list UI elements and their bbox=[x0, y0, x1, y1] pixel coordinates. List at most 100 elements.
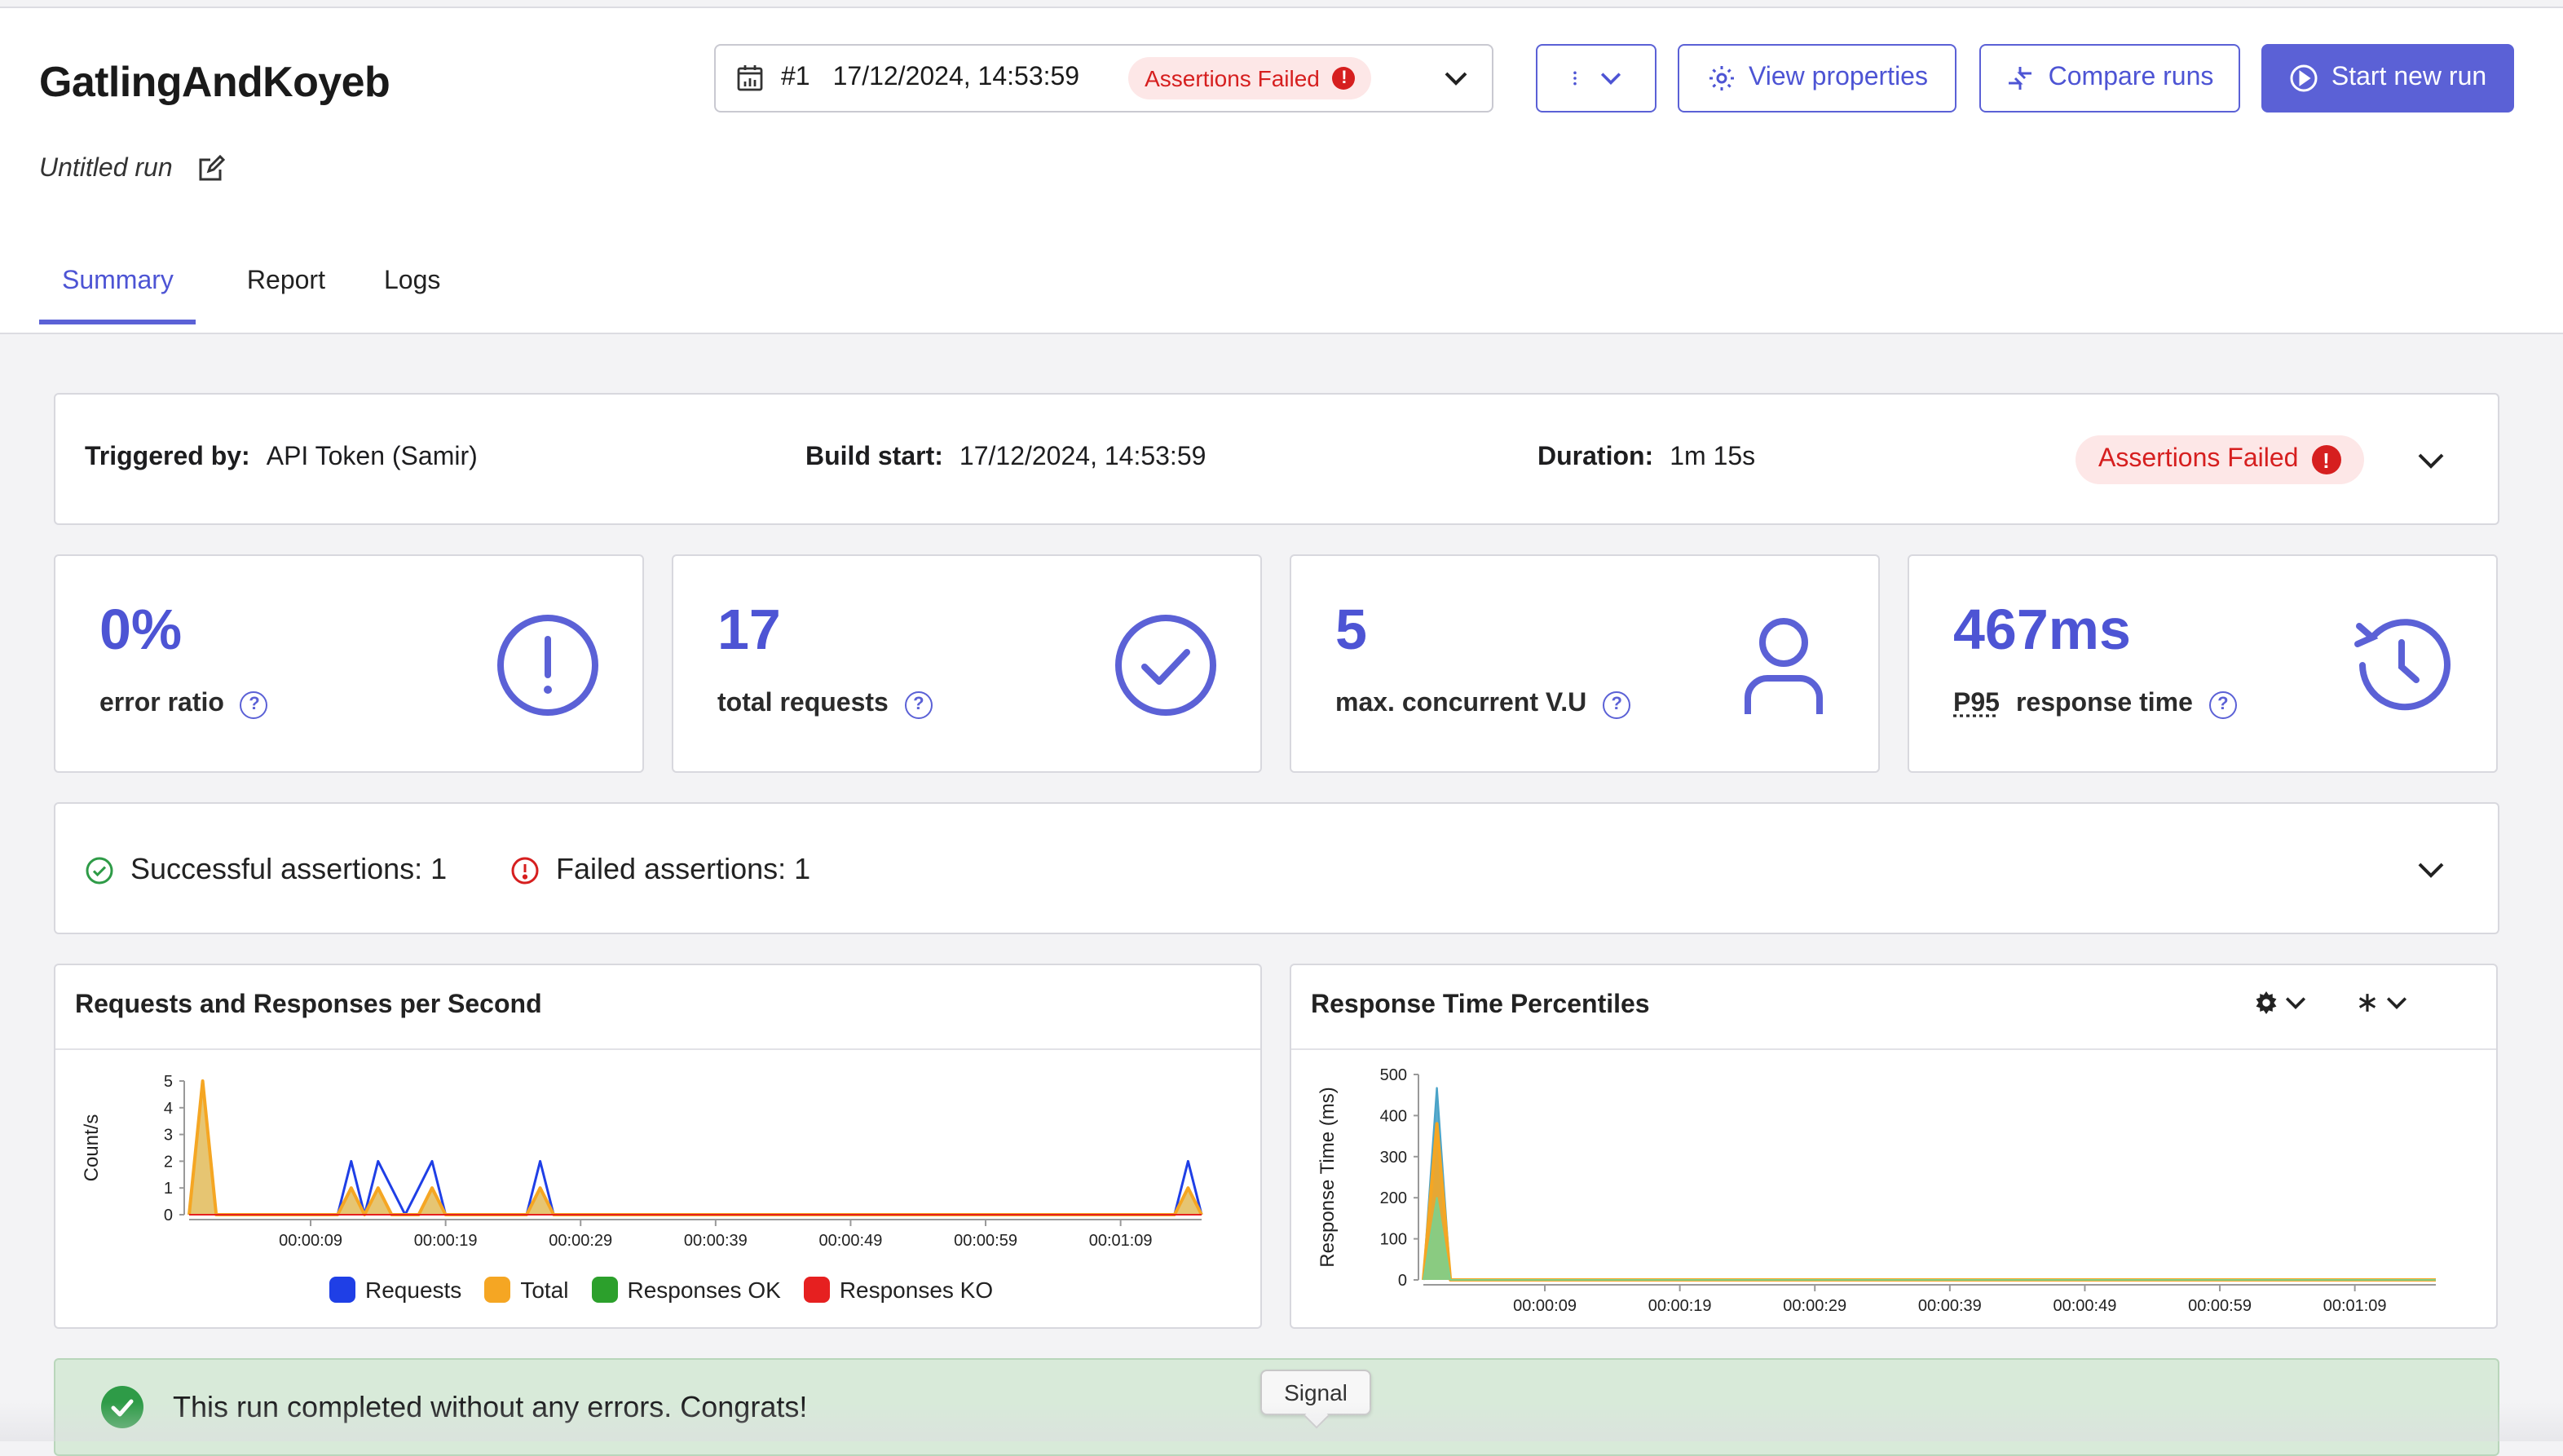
info-status-badge: Assertions Failed ! bbox=[2076, 435, 2363, 484]
series-area bbox=[1423, 1088, 2436, 1280]
triggered-by-label: Triggered by: bbox=[85, 443, 250, 473]
duration: Duration: 1m 15s bbox=[1537, 443, 1755, 473]
y-tick-label: 500 bbox=[1380, 1066, 1407, 1084]
run-info-card: Triggered by: API Token (Samir) Build st… bbox=[54, 393, 2499, 525]
help-icon[interactable]: ? bbox=[1603, 690, 1630, 718]
series-line bbox=[1423, 1123, 2436, 1280]
x-tick-label: 00:00:39 bbox=[684, 1232, 748, 1250]
user-icon bbox=[1731, 613, 1836, 717]
start-new-run-label: Start new run bbox=[2331, 64, 2486, 93]
y-tick-label: 1 bbox=[164, 1180, 173, 1198]
x-tick-label: 00:00:39 bbox=[1918, 1297, 1982, 1315]
build-start-label: Build start: bbox=[805, 443, 943, 473]
help-icon[interactable]: ? bbox=[240, 690, 268, 718]
chevron-down-icon[interactable] bbox=[2413, 851, 2449, 887]
y-axis-label: Response Time (ms) bbox=[1317, 1087, 1339, 1267]
x-tick-label: 00:00:09 bbox=[279, 1232, 342, 1250]
edit-icon[interactable] bbox=[196, 155, 225, 184]
more-actions-button[interactable] bbox=[1536, 44, 1656, 113]
legend-item[interactable]: Responses KO bbox=[804, 1277, 993, 1303]
y-tick-label: 5 bbox=[164, 1073, 173, 1091]
series-line bbox=[189, 1081, 1202, 1215]
help-icon[interactable]: ? bbox=[905, 690, 933, 718]
calendar-chart-icon bbox=[735, 64, 765, 93]
legend-swatch bbox=[329, 1277, 355, 1303]
stat-card-max-vu: 5 max. concurrent V.U? bbox=[1290, 554, 1880, 773]
y-tick-label: 3 bbox=[164, 1127, 173, 1145]
bottom-fade bbox=[0, 1402, 2563, 1441]
series-area bbox=[1423, 1198, 2436, 1280]
legend-label: Responses KO bbox=[840, 1277, 993, 1303]
run-datetime: 17/12/2024, 14:53:59 bbox=[833, 64, 1080, 93]
total-requests-value: 17 bbox=[717, 598, 781, 664]
legend-swatch bbox=[484, 1277, 510, 1303]
help-icon[interactable]: ? bbox=[2209, 690, 2237, 718]
rt-chart-card: Response Time Percentiles 0 100 200 300 400 5… bbox=[1290, 964, 2498, 1329]
x-tick-label: 00:00:59 bbox=[2188, 1297, 2252, 1315]
compare-runs-label: Compare runs bbox=[2049, 64, 2214, 93]
start-new-run-button[interactable]: Start new run bbox=[2261, 44, 2514, 113]
max-vu-label-row: max. concurrent V.U? bbox=[1335, 690, 1630, 719]
page-title: GatlingAndKoyeb bbox=[39, 57, 390, 108]
x-tick-label: 00:00:09 bbox=[1513, 1297, 1577, 1315]
duration-value: 1m 15s bbox=[1670, 443, 1755, 473]
successful-assertions-text: Successful assertions: 1 bbox=[130, 853, 447, 887]
y-tick-label: 2 bbox=[164, 1153, 173, 1171]
alert-icon: ! bbox=[2311, 445, 2340, 474]
total-requests-label-row: total requests? bbox=[717, 690, 933, 719]
run-name: Untitled run bbox=[39, 155, 173, 184]
check-circle-icon bbox=[1114, 613, 1218, 717]
stat-card-error-ratio: 0% error ratio? bbox=[54, 554, 644, 773]
play-circle-icon bbox=[2289, 64, 2318, 93]
tab-logs[interactable]: Logs bbox=[361, 258, 463, 324]
max-vu-value: 5 bbox=[1335, 598, 1367, 664]
y-axis-label: Count/s bbox=[81, 1114, 103, 1182]
tab-report[interactable]: Report bbox=[196, 258, 361, 324]
failed-assertions: Failed assertions: 1 bbox=[510, 853, 810, 887]
y-tick-label: 0 bbox=[164, 1207, 173, 1224]
p95-abbr: P95 bbox=[1953, 690, 2000, 719]
view-properties-button[interactable]: View properties bbox=[1678, 44, 1956, 113]
legend-item[interactable]: Responses OK bbox=[591, 1277, 780, 1303]
history-icon bbox=[2349, 613, 2454, 717]
legend-label: Requests bbox=[365, 1277, 461, 1303]
chevron-down-icon bbox=[2281, 988, 2310, 1017]
x-tick-label: 00:00:29 bbox=[549, 1232, 612, 1250]
build-start-value: 17/12/2024, 14:53:59 bbox=[959, 443, 1207, 473]
legend-item[interactable]: Requests bbox=[329, 1277, 461, 1303]
rt-chart: 010020030040050000:00:09 00:00:19 00:00:29… bbox=[1291, 1050, 2499, 1327]
chart-toolbar bbox=[2255, 988, 2411, 1017]
gear-icon bbox=[1706, 64, 1736, 93]
y-tick-label: 300 bbox=[1380, 1149, 1407, 1167]
page-header: GatlingAndKoyeb Untitled run #1 17/12/20… bbox=[0, 8, 2563, 334]
run-selector[interactable]: #1 17/12/2024, 14:53:59 Assertions Faile… bbox=[714, 44, 1493, 113]
y-tick-label: 100 bbox=[1380, 1231, 1407, 1249]
y-tick-label: 400 bbox=[1380, 1107, 1407, 1125]
y-tick-label: 200 bbox=[1380, 1189, 1407, 1207]
chart-settings-dropdown[interactable] bbox=[2255, 988, 2310, 1017]
tab-summary[interactable]: Summary bbox=[39, 258, 196, 324]
rps-chart: 0 1 2 3 4 5 00:00:09 00:00:19 00:00:29 00:00:39 00… bbox=[55, 1050, 1264, 1270]
series-line bbox=[189, 1081, 1202, 1215]
chevron-down-icon[interactable] bbox=[1440, 62, 1472, 95]
x-tick-label: 00:00:49 bbox=[819, 1232, 883, 1250]
chevron-down-icon[interactable] bbox=[2413, 442, 2449, 478]
chart-series-dropdown[interactable] bbox=[2356, 988, 2411, 1017]
failed-assertions-text: Failed assertions: 1 bbox=[556, 853, 810, 887]
assertions-card[interactable]: Successful assertions: 1 Failed assertio… bbox=[54, 802, 2499, 934]
compare-arrows-icon bbox=[2006, 64, 2036, 93]
x-tick-label: 00:00:59 bbox=[954, 1232, 1017, 1250]
gear-icon bbox=[2255, 991, 2278, 1014]
info-status-text: Assertions Failed bbox=[2098, 445, 2298, 474]
compare-runs-button[interactable]: Compare runs bbox=[1979, 44, 2240, 113]
exclamation-circle-icon bbox=[510, 855, 540, 885]
tab-bar: Summary Report Logs bbox=[39, 258, 463, 324]
stat-card-p95: 467ms P95 response time? bbox=[1908, 554, 2498, 773]
x-tick-label: 00:00:29 bbox=[1783, 1297, 1846, 1315]
legend-item[interactable]: Total bbox=[484, 1277, 568, 1303]
error-ratio-label-row: error ratio? bbox=[99, 690, 268, 719]
p95-value: 467ms bbox=[1953, 598, 2131, 664]
series-line bbox=[1423, 1198, 2436, 1280]
max-vu-label: max. concurrent V.U bbox=[1335, 690, 1586, 719]
